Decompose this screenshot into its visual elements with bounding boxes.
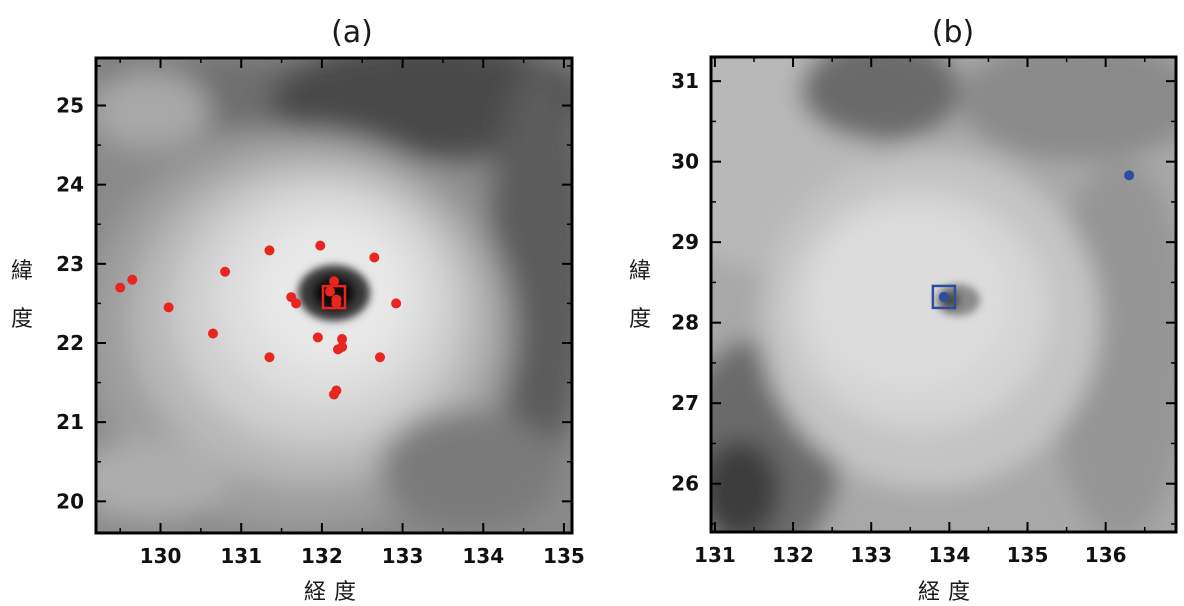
panel-a-ylabel-bottom: 度 bbox=[11, 307, 33, 332]
data-point bbox=[115, 282, 126, 293]
data-point bbox=[938, 291, 949, 302]
data-point bbox=[331, 385, 342, 396]
y-tick-label: 27 bbox=[671, 391, 699, 415]
x-tick-label: 132 bbox=[772, 543, 814, 567]
x-tick-label: 135 bbox=[543, 544, 585, 568]
data-point bbox=[337, 341, 348, 352]
panel-b-axes: 131 132 133 134 135 136 26 27 28 29 30 31 bbox=[671, 57, 1176, 567]
panel-a-frame bbox=[94, 56, 574, 535]
x-tick-label: 130 bbox=[140, 544, 182, 568]
x-tick-label: 133 bbox=[850, 543, 892, 567]
data-point bbox=[391, 298, 402, 309]
x-tick-label: 132 bbox=[301, 544, 343, 568]
panel-b-satellite-image bbox=[711, 57, 1176, 532]
panel-b-frame bbox=[709, 55, 1178, 534]
panel-a-points bbox=[115, 240, 402, 400]
y-tick-label: 24 bbox=[56, 173, 84, 197]
x-tick-label: 131 bbox=[694, 543, 736, 567]
data-point bbox=[324, 286, 335, 297]
panel-a: (a) 130 131 132 133 134 13 bbox=[11, 15, 585, 605]
data-point bbox=[264, 352, 275, 363]
panel-b-ylabel-bottom: 度 bbox=[629, 307, 651, 332]
center-box-marker bbox=[321, 284, 347, 310]
data-point bbox=[264, 245, 275, 256]
y-tick-label: 20 bbox=[56, 489, 84, 513]
y-tick-label: 29 bbox=[671, 230, 699, 254]
y-tick-label: 23 bbox=[56, 252, 84, 276]
y-tick-label: 30 bbox=[671, 150, 699, 174]
x-tick-label: 133 bbox=[382, 544, 424, 568]
center-box-marker bbox=[931, 284, 957, 310]
data-point bbox=[163, 302, 174, 313]
x-tick-label: 131 bbox=[220, 544, 262, 568]
y-tick-label: 25 bbox=[56, 94, 84, 118]
panel-b-title: (b) bbox=[932, 15, 974, 50]
y-tick-label: 31 bbox=[671, 69, 699, 93]
panel-a-axes: 130 131 132 133 134 135 20 21 22 23 24 25 bbox=[56, 58, 585, 568]
y-tick-label: 21 bbox=[56, 410, 84, 434]
panel-a-ylabel-top: 緯 bbox=[11, 259, 33, 284]
data-point bbox=[220, 266, 231, 277]
panel-a-xlabel: 経度 bbox=[304, 580, 364, 605]
y-tick-label: 22 bbox=[56, 331, 84, 355]
y-tick-label: 26 bbox=[671, 472, 699, 496]
data-point bbox=[312, 332, 323, 343]
data-point bbox=[315, 240, 326, 251]
x-tick-label: 135 bbox=[1007, 543, 1049, 567]
data-point bbox=[369, 252, 380, 263]
x-tick-label: 134 bbox=[928, 543, 970, 567]
panel-a-title: (a) bbox=[331, 15, 373, 50]
x-tick-label: 136 bbox=[1085, 543, 1127, 567]
x-tick-label: 134 bbox=[462, 544, 504, 568]
panel-b: (b) 131 132 133 134 135 136 26 27 28 29 30 31 bbox=[629, 15, 1178, 605]
data-point bbox=[374, 352, 385, 363]
y-tick-label: 28 bbox=[671, 311, 699, 335]
panel-b-ylabel-top: 緯 bbox=[629, 259, 651, 284]
data-point bbox=[127, 274, 138, 285]
panel-b-points bbox=[931, 170, 1135, 310]
data-point bbox=[291, 298, 302, 309]
data-point bbox=[1124, 170, 1135, 181]
data-point bbox=[329, 276, 339, 287]
data-point bbox=[331, 294, 342, 305]
data-point bbox=[337, 334, 348, 345]
panel-b-xlabel: 経度 bbox=[918, 580, 978, 605]
data-point bbox=[207, 328, 218, 339]
